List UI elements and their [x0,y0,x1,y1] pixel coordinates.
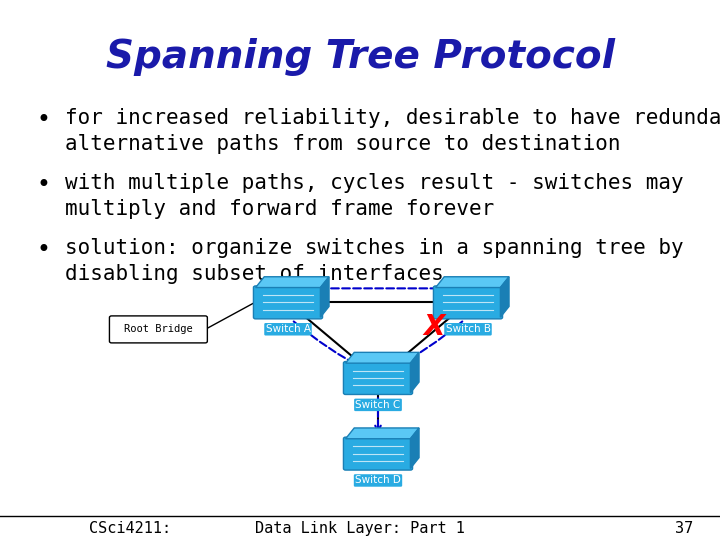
Text: Switch C: Switch C [356,400,400,410]
FancyBboxPatch shape [253,286,323,319]
Text: •: • [36,173,50,197]
Polygon shape [500,276,509,317]
Polygon shape [410,352,419,393]
Text: X: X [423,313,444,341]
Text: Root Bridge: Root Bridge [124,325,193,334]
Polygon shape [346,352,419,363]
Text: •: • [36,238,50,261]
FancyBboxPatch shape [109,316,207,343]
Text: Switch A: Switch A [266,324,310,334]
Polygon shape [346,428,419,438]
Text: CSci4211:: CSci4211: [89,521,171,536]
Polygon shape [320,276,329,317]
Polygon shape [410,428,419,468]
FancyBboxPatch shape [343,362,413,394]
Text: Data Link Layer: Part 1: Data Link Layer: Part 1 [255,521,465,536]
FancyBboxPatch shape [343,437,413,470]
Text: 37: 37 [675,521,693,536]
Text: Spanning Tree Protocol: Spanning Tree Protocol [106,38,614,76]
Polygon shape [436,276,509,287]
Text: Switch D: Switch D [355,475,401,485]
Text: with multiple paths, cycles result - switches may
multiply and forward frame for: with multiple paths, cycles result - swi… [65,173,683,219]
Text: solution: organize switches in a spanning tree by
disabling subset of interfaces: solution: organize switches in a spannin… [65,238,683,284]
FancyBboxPatch shape [433,286,503,319]
Text: for increased reliability, desirable to have redundant,
alternative paths from s: for increased reliability, desirable to … [65,108,720,154]
Polygon shape [256,276,329,287]
Text: •: • [36,108,50,132]
Text: Switch B: Switch B [446,324,490,334]
